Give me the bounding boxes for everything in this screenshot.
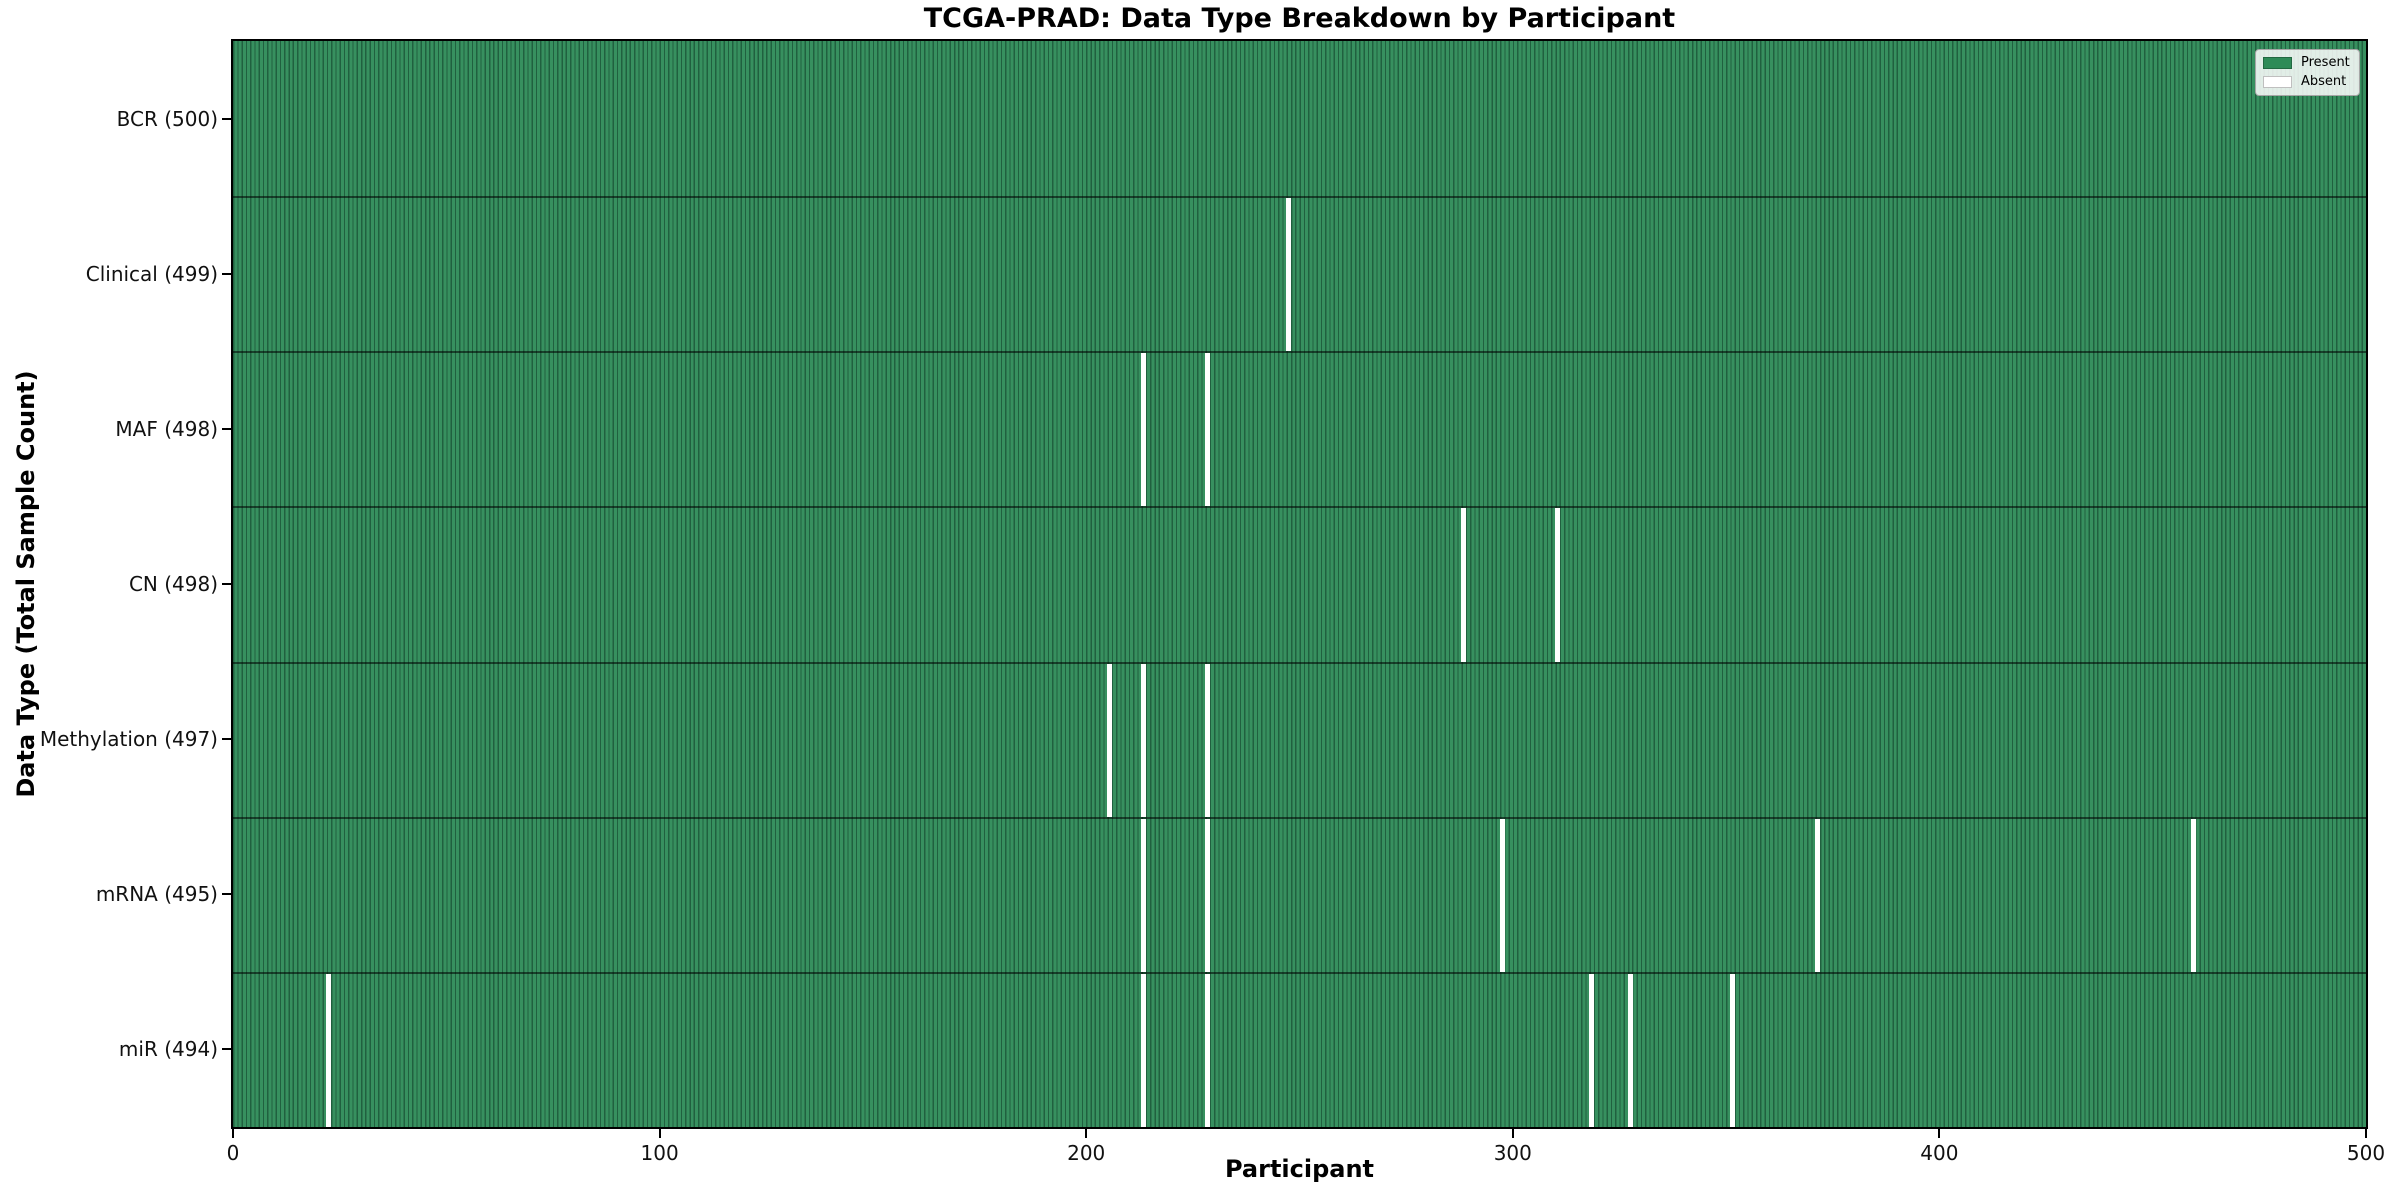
x-tick-mark <box>1938 1129 1941 1138</box>
absent-marker <box>1205 663 1211 817</box>
x-tick-label: 200 <box>1067 1141 1106 1165</box>
absent-marker <box>1205 818 1211 972</box>
x-tick-mark <box>1085 1129 1088 1138</box>
y-tick-mark <box>222 893 231 896</box>
legend-label: Present <box>2301 55 2350 70</box>
y-tick-mark <box>222 583 231 585</box>
chart-title: TCGA-PRAD: Data Type Breakdown by Partic… <box>923 3 1676 34</box>
x-tick-label: 100 <box>640 1141 679 1165</box>
matrix-row <box>233 971 2366 1127</box>
absent-marker <box>1141 353 1147 507</box>
y-tick-label: BCR (500) <box>116 106 218 131</box>
x-tick-mark <box>2365 1129 2367 1138</box>
x-tick-label: 500 <box>2346 1141 2386 1165</box>
legend-entry: Present <box>2263 56 2350 70</box>
absent-marker <box>1815 818 1821 972</box>
matrix-row <box>233 661 2366 817</box>
y-tick-label: CN (498) <box>128 572 218 596</box>
y-tick-mark <box>222 117 231 120</box>
y-tick-mark <box>222 272 231 275</box>
absent-marker <box>1205 973 1211 1127</box>
x-tick-label: 0 <box>226 1141 240 1165</box>
absent-marker <box>1499 818 1505 972</box>
plot-area <box>231 39 2368 1129</box>
x-tick-mark <box>232 1129 234 1138</box>
absent-marker <box>1589 973 1595 1127</box>
legend-swatch-present <box>2263 57 2292 69</box>
x-tick-label: 400 <box>1920 1141 1959 1165</box>
legend: Present Absent <box>2255 49 2360 96</box>
matrix-row <box>233 351 2366 507</box>
absent-marker <box>326 973 332 1127</box>
absent-marker <box>1555 508 1561 662</box>
y-tick-mark <box>222 738 231 741</box>
legend-label: Absent <box>2301 74 2347 89</box>
absent-marker <box>1141 663 1147 817</box>
y-tick-label: Clinical (499) <box>85 261 218 286</box>
absent-marker <box>1461 508 1467 662</box>
y-tick-label: miR (494) <box>118 1037 218 1062</box>
absent-marker <box>2190 818 2196 972</box>
absent-marker <box>1205 353 1211 507</box>
y-tick-label: Methylation (497) <box>39 727 218 752</box>
absent-marker <box>1141 818 1147 972</box>
legend-swatch-absent <box>2263 76 2292 88</box>
matrix-row <box>233 816 2366 972</box>
y-tick-label: MAF (498) <box>115 416 218 441</box>
x-tick-label: 300 <box>1493 1141 1532 1165</box>
absent-marker <box>1729 973 1735 1127</box>
matrix-row <box>233 41 2366 197</box>
y-tick-label: mRNA (495) <box>95 882 218 907</box>
x-tick-mark <box>1511 1129 1514 1138</box>
absent-marker <box>1627 973 1633 1127</box>
y-tick-mark <box>222 427 231 430</box>
y-tick-mark <box>222 1048 231 1051</box>
absent-marker <box>1141 973 1147 1127</box>
absent-marker <box>1286 198 1292 352</box>
absent-marker <box>1107 663 1113 817</box>
x-axis-label: Participant <box>1224 1155 1375 1183</box>
matrix-row <box>233 196 2366 352</box>
matrix-row <box>233 506 2366 662</box>
x-tick-mark <box>658 1129 661 1138</box>
legend-entry: Absent <box>2263 75 2350 89</box>
y-axis-label-text: Data Type (Total Sample Count) <box>12 370 40 798</box>
